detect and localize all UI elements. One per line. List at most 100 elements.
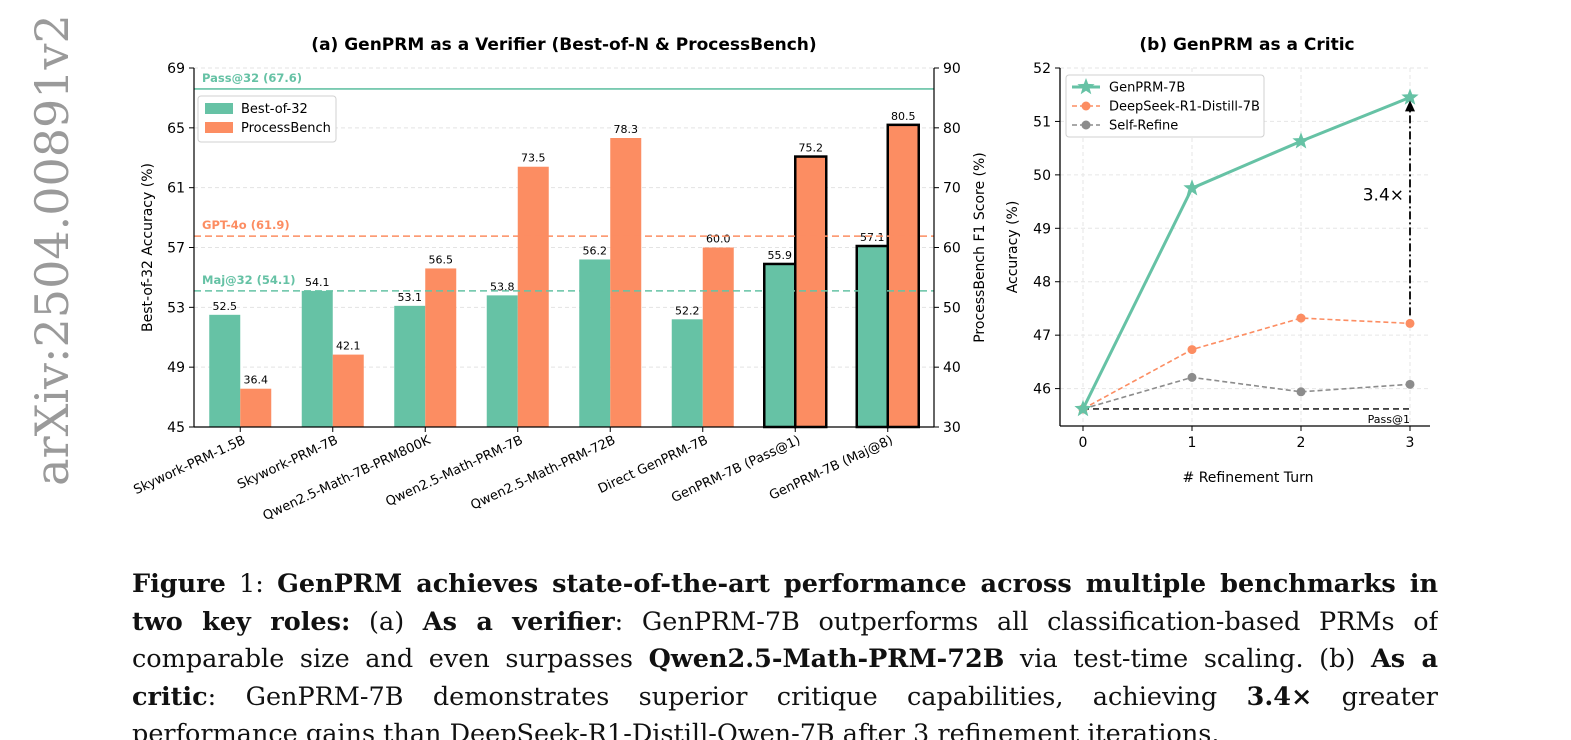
chart-a-ytick-label: 69 [167, 61, 185, 77]
chart-b-ytick-label: 52 [1033, 61, 1051, 77]
bar-bestof32 [855, 244, 889, 429]
series-point-star [1074, 399, 1092, 417]
legend-label: ProcessBench [241, 121, 331, 136]
bar-bestof32-label: 56.2 [583, 244, 608, 257]
bar-processbench-label: 78.3 [614, 123, 639, 136]
legend-swatch [205, 122, 233, 133]
caption-lead: GenPRM achieves state-of-the-art perform… [132, 569, 1438, 637]
bar-processbench-label: 42.1 [336, 340, 361, 353]
bar-processbench [610, 138, 642, 427]
annotation-arrow-head [1405, 100, 1415, 112]
annotation-label: 3.4× [1363, 185, 1404, 205]
bar-processbench-label: 56.5 [429, 253, 454, 266]
bar-processbench [332, 354, 364, 427]
series-line [1082, 376, 1411, 410]
bar-bestof32-label: 52.5 [213, 300, 238, 313]
chart-a-ytick-label: 65 [167, 121, 185, 137]
bar-bestof32 [486, 295, 518, 427]
chart-b-ytick-label: 51 [1033, 114, 1051, 130]
chart-a-xtick-label: Qwen2.5-Math-PRM-72B [468, 433, 617, 513]
caption-part-b-bold: As a critic [132, 644, 1438, 712]
chart-b-xtick-label: 0 [1079, 435, 1088, 451]
caption-fig-label: Figure [132, 569, 226, 599]
bar-processbench [425, 268, 457, 427]
chart-a-y2label: ProcessBench F1 Score (%) [972, 152, 988, 343]
bar-processbench [240, 388, 272, 427]
bar-bestof32 [579, 259, 611, 427]
series-line [1081, 96, 1411, 410]
legend-marker-star [1077, 78, 1095, 95]
series-point-star [1401, 88, 1419, 105]
bar-processbench-label: 60.0 [706, 233, 731, 246]
series-point-star [1183, 179, 1201, 196]
legend-label: Self-Refine [1109, 119, 1178, 134]
chart-a-ylabel: Best-of-32 Accuracy (%) [140, 163, 156, 332]
bar-bestof32 [301, 290, 333, 427]
legend-label: GenPRM-7B [1109, 81, 1185, 96]
chart-a-y2tick-label: 90 [943, 61, 961, 77]
bar-bestof32-label: 54.1 [305, 276, 330, 289]
caption-part-a-text2: via test-time scaling. (b) [1004, 644, 1371, 674]
bar-processbench [886, 123, 920, 429]
bar-processbench-label: 73.5 [521, 152, 546, 165]
chart-a-y2tick-label: 30 [943, 420, 961, 436]
figure: (a) GenPRM as a Verifier (Best-of-N & Pr… [131, 35, 1430, 524]
chart-a-xtick-label: Qwen2.5-Math-7B-PRM800K [261, 433, 434, 524]
series-point-star [1292, 132, 1310, 149]
series-point [1296, 387, 1306, 397]
chart-b-xtick-label: 1 [1188, 435, 1197, 451]
chart-a-ytick-label: 45 [167, 420, 185, 436]
bar-processbench-label: 75.2 [799, 142, 824, 155]
chart-a-ytick-label: 49 [167, 360, 185, 376]
caption-part-b-text: : GenPRM-7B demonstrates superior critiq… [207, 681, 1247, 712]
caption-part-a-prefix: (a) [350, 606, 423, 637]
chart-b-ytick-label: 48 [1033, 275, 1051, 291]
chart-b-xlabel: # Refinement Turn [1183, 470, 1314, 486]
series-point [1187, 345, 1197, 355]
chart-a-xtick-label: Skywork-PRM-1.5B [131, 433, 247, 498]
legend-label: DeepSeek-R1-Distill-7B [1109, 100, 1260, 115]
chart-a-title: (a) GenPRM as a Verifier (Best-of-N & Pr… [311, 35, 816, 55]
bar-bestof32 [209, 314, 241, 427]
chart-b-ylabel: Accuracy (%) [1005, 201, 1021, 294]
chart-b-legend-box [1065, 74, 1265, 138]
bar-processbench [517, 166, 549, 427]
chart-a-y2tick-label: 60 [943, 241, 961, 257]
caption-fig-number: 1: [225, 569, 278, 599]
bar-bestof32 [394, 305, 426, 427]
bar-bestof32 [671, 319, 703, 427]
chart-a-ytick-label: 61 [167, 181, 185, 197]
bar-processbench [794, 155, 828, 429]
caption-part-a-bold: As a verifier [422, 606, 615, 637]
reference-line-label: Maj@32 (54.1) [202, 273, 296, 287]
legend-label: Best-of-32 [241, 102, 308, 117]
legend-swatch [205, 103, 233, 114]
critic-line-chart: (b) GenPRM as a Critic 46 47 48 49 50 51 52 0 1 2 3… [1005, 35, 1430, 486]
bar-processbench-label: 80.5 [891, 110, 916, 123]
series-point [1405, 318, 1415, 328]
caption-part-b-text2: greater performance gains than DeepSeek-… [132, 681, 1438, 740]
chart-b-ytick-label: 50 [1033, 168, 1051, 184]
legend-marker [1081, 101, 1091, 111]
verifier-bar-chart: (a) GenPRM as a Verifier (Best-of-N & Pr… [131, 35, 988, 524]
reference-line-label: Pass@32 (67.6) [202, 71, 302, 85]
bar-bestof32 [763, 262, 797, 429]
series-point [1296, 313, 1306, 323]
bar-bestof32-label: 53.1 [398, 291, 423, 304]
chart-b-title: (b) GenPRM as a Critic [1139, 35, 1354, 55]
chart-a-ytick-label: 53 [167, 300, 185, 316]
chart-b-ytick-label: 47 [1033, 328, 1051, 344]
caption-part-a-text: : GenPRM-7B outperforms all classificati… [132, 606, 1438, 675]
chart-b-ytick-label: 49 [1033, 221, 1051, 237]
caption-part-a-bold2: Qwen2.5-Math-PRM-72B [648, 644, 1005, 674]
series-point [1405, 379, 1415, 389]
baseline-label: Pass@1 [1368, 413, 1410, 426]
bar-bestof32-label: 55.9 [768, 249, 793, 262]
chart-a-y2tick-label: 80 [943, 121, 961, 137]
chart-b-xtick-label: 2 [1297, 435, 1306, 451]
chart-a-y2tick-label: 50 [943, 300, 961, 316]
series-point [1187, 372, 1197, 382]
chart-b-ytick-label: 46 [1033, 382, 1051, 398]
chart-b-xtick-label: 3 [1406, 435, 1415, 451]
series-line [1082, 317, 1411, 410]
